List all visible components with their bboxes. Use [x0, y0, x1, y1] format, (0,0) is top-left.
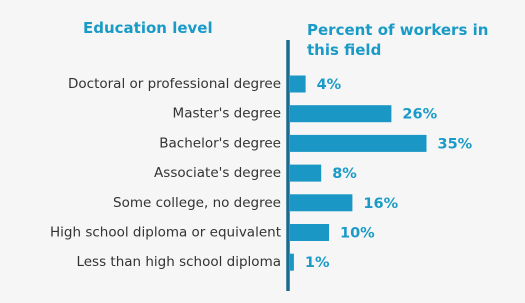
category-label: Bachelor's degree: [159, 135, 281, 151]
category-label: Some college, no degree: [113, 195, 281, 211]
bar: [290, 253, 294, 271]
value-label: 26%: [402, 107, 437, 123]
value-label: 4%: [317, 77, 342, 93]
bar: [290, 164, 322, 182]
value-title: Percent of workers in this field: [307, 21, 489, 59]
value-label: 16%: [363, 196, 398, 212]
value-label: 35%: [438, 136, 473, 152]
category-label: Associate's degree: [154, 165, 281, 181]
bar: [290, 194, 353, 212]
value-label: 1%: [305, 255, 330, 271]
bar: [290, 105, 392, 123]
value-label: 10%: [340, 226, 375, 242]
category-label: Master's degree: [173, 106, 281, 122]
bar: [290, 224, 329, 241]
value-label: 8%: [332, 166, 357, 182]
category-label: Doctoral or professional degree: [68, 76, 281, 92]
bar: [290, 134, 427, 152]
category-label: Less than high school diploma: [76, 254, 281, 270]
category-title: Education level: [83, 19, 213, 37]
bar: [290, 75, 306, 93]
category-label: High school diploma or equivalent: [50, 225, 281, 241]
